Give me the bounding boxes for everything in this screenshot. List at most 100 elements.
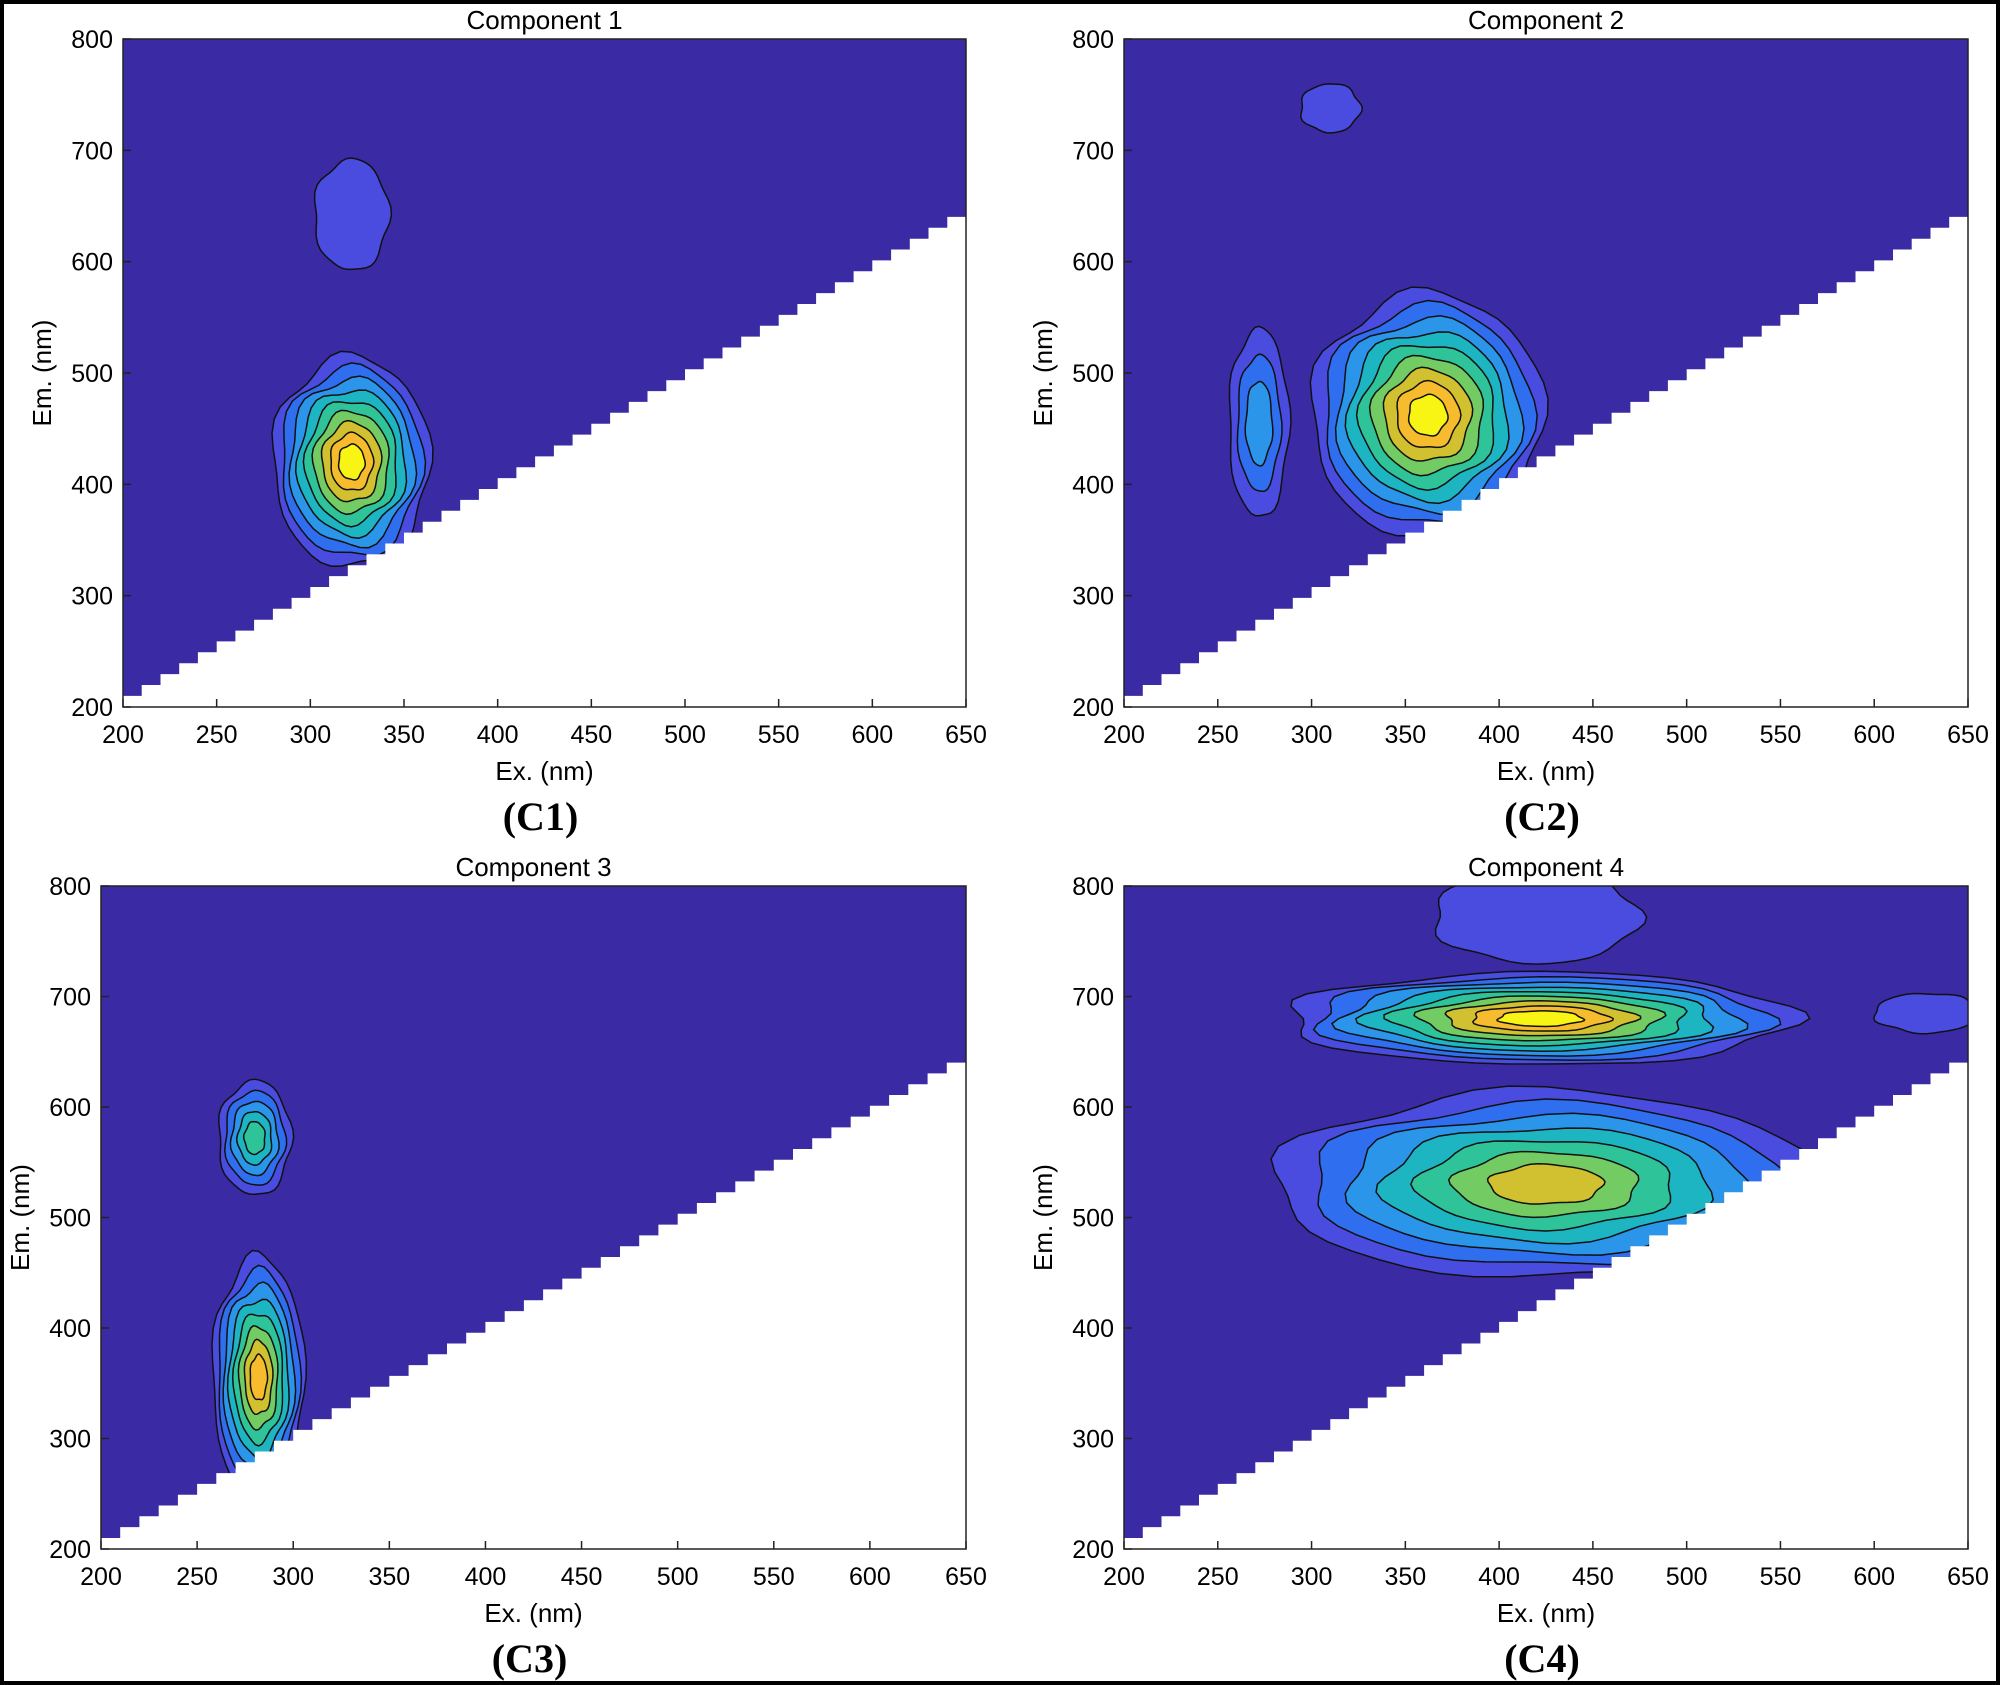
y-tick-label: 700	[1072, 137, 1114, 165]
x-tick-label: 250	[1197, 1563, 1239, 1591]
contour-peak	[313, 157, 393, 271]
x-tick-label: 650	[1947, 1563, 1989, 1591]
x-tick-label: 300	[289, 721, 331, 749]
panel-c3: 200 250 300 350 400 450 500 550 600 650 200 300 400 5…	[5, 852, 987, 1681]
y-tick-label: 800	[1072, 873, 1114, 901]
contour-level-1	[313, 157, 393, 271]
x-tick-label: 350	[368, 1563, 410, 1591]
contour-level-3	[1244, 380, 1274, 467]
x-tick-label: 450	[570, 721, 612, 749]
scatter-mask-region	[101, 1051, 966, 1549]
y-axis-label: Em. (nm)	[27, 320, 57, 427]
contour-level-9	[1407, 393, 1449, 437]
x-tick-label: 500	[657, 1563, 699, 1591]
x-tick-label: 600	[1853, 1563, 1895, 1591]
y-tick-label: 300	[71, 583, 113, 611]
y-axis-label: Em. (nm)	[1028, 320, 1058, 427]
y-tick-label: 600	[1072, 1094, 1114, 1122]
x-tick-label: 400	[465, 1563, 507, 1591]
x-tick-label: 600	[849, 1563, 891, 1591]
x-tick-label: 300	[1291, 1563, 1333, 1591]
x-tick-label: 650	[1947, 721, 1989, 749]
contour-level-9	[1496, 1010, 1586, 1028]
y-tick-label: 500	[71, 360, 113, 388]
x-axis-label: Ex. (nm)	[484, 1598, 582, 1628]
plot-area	[1124, 39, 1968, 707]
x-tick-label: 550	[1760, 721, 1802, 749]
scatter-mask-region	[123, 206, 966, 707]
y-tick-label: 400	[71, 471, 113, 499]
y-tick-label: 200	[49, 1536, 91, 1564]
panel-c4: 200 250 300 350 400 450 500 550 600 650 200 300 400 5…	[1028, 852, 1989, 1681]
panel-label: (C2)	[1504, 794, 1580, 839]
panel-c1: 200 250 300 350 400 450 500 550 600 650 200 300 400 5…	[27, 5, 987, 839]
contour-peak	[218, 1078, 295, 1195]
y-tick-label: 400	[1072, 471, 1114, 499]
contour-level-7	[1486, 1162, 1606, 1205]
contour-peak	[1434, 886, 1648, 965]
contour-peak	[1290, 970, 1811, 1065]
x-tick-label: 550	[1760, 1563, 1802, 1591]
contour-peak	[211, 1249, 308, 1499]
x-tick-label: 400	[1478, 721, 1520, 749]
plot-area	[1124, 886, 1968, 1549]
y-tick-label: 400	[1072, 1315, 1114, 1343]
chart-title: Component 1	[466, 5, 622, 35]
panel-label: (C1)	[503, 794, 579, 839]
x-axis-label: Ex. (nm)	[1497, 1598, 1595, 1628]
y-tick-label: 500	[1072, 360, 1114, 388]
panel-label: (C4)	[1504, 1636, 1580, 1681]
x-axis-label: Ex. (nm)	[495, 756, 593, 786]
x-tick-label: 300	[272, 1563, 314, 1591]
chart-title: Component 3	[455, 852, 611, 882]
contour-peak	[1270, 1085, 1828, 1278]
contour-level-5	[242, 1120, 266, 1156]
contour-peak	[1228, 325, 1292, 517]
x-tick-label: 400	[477, 721, 519, 749]
y-axis-label: Em. (nm)	[5, 1164, 35, 1271]
x-tick-label: 600	[1853, 721, 1895, 749]
y-tick-label: 600	[49, 1094, 91, 1122]
x-tick-label: 450	[1572, 721, 1614, 749]
plot-area	[101, 886, 966, 1549]
panel-c2: 200 250 300 350 400 450 500 550 600 650 200 300 400 5…	[1028, 5, 1989, 839]
x-tick-label: 200	[1103, 721, 1145, 749]
scatter-mask-region	[1124, 1051, 1968, 1549]
x-tick-label: 500	[1666, 1563, 1708, 1591]
y-tick-label: 200	[1072, 1536, 1114, 1564]
x-tick-label: 200	[1103, 1563, 1145, 1591]
scatter-mask-region	[1124, 206, 1968, 707]
y-tick-label: 300	[1072, 583, 1114, 611]
y-tick-label: 300	[1072, 1426, 1114, 1454]
y-tick-label: 800	[1072, 26, 1114, 54]
contour-level-9	[337, 443, 367, 481]
contour-level-1	[1873, 992, 1968, 1035]
y-tick-label: 700	[71, 137, 113, 165]
panel-label: (C3)	[492, 1636, 568, 1681]
x-tick-label: 350	[1384, 721, 1426, 749]
plot-area	[123, 39, 966, 707]
x-tick-label: 550	[753, 1563, 795, 1591]
contour-peak	[1873, 992, 1968, 1035]
y-tick-label: 600	[71, 249, 113, 277]
y-tick-label: 500	[1072, 1205, 1114, 1233]
x-tick-label: 350	[1384, 1563, 1426, 1591]
x-tick-label: 450	[1572, 1563, 1614, 1591]
x-tick-label: 500	[1666, 721, 1708, 749]
y-tick-label: 700	[1072, 984, 1114, 1012]
x-tick-label: 250	[176, 1563, 218, 1591]
x-tick-label: 250	[196, 721, 238, 749]
x-tick-label: 550	[758, 721, 800, 749]
x-axis-label: Ex. (nm)	[1497, 756, 1595, 786]
x-tick-label: 650	[945, 721, 987, 749]
y-tick-label: 500	[49, 1205, 91, 1233]
chart-title: Component 4	[1468, 852, 1624, 882]
contour-level-1	[1434, 886, 1648, 965]
contour-peak	[1300, 83, 1364, 134]
x-tick-label: 650	[945, 1563, 987, 1591]
x-tick-label: 450	[561, 1563, 603, 1591]
y-tick-label: 400	[49, 1315, 91, 1343]
x-tick-label: 350	[383, 721, 425, 749]
y-tick-label: 600	[1072, 249, 1114, 277]
